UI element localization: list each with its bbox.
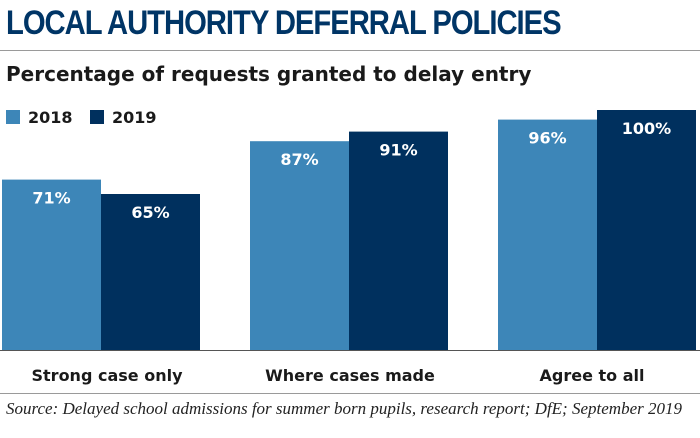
bar-2018-0 [2,179,101,350]
legend-swatch-2019 [90,110,104,124]
bar-chart: 2018 2019 71% 65% Strong case only 87% 91% Wher… [0,108,700,394]
bar-2019-0 [101,194,200,350]
data-label-2018-0: 71% [32,189,70,208]
data-label-2018-2: 96% [528,129,566,148]
legend-label-2019: 2019 [112,108,157,127]
category-label-2: Agree to all [540,366,645,385]
bar-2018-2 [498,119,597,350]
data-label-2019-1: 91% [379,141,417,160]
legend-label-2018: 2018 [28,108,73,127]
category-label-0: Strong case only [32,366,184,385]
source-note: Source: Delayed school admissions for su… [6,399,682,418]
chart-subtitle: Percentage of requests granted to delay … [6,62,532,86]
category-label-1: Where cases made [265,366,435,385]
data-label-2019-2: 100% [622,119,671,138]
data-label-2018-1: 87% [280,150,318,169]
bar-2019-1 [349,131,448,350]
bar-2019-2 [597,110,696,350]
title-divider [0,50,700,51]
legend-swatch-2018 [6,110,20,124]
data-label-2019-0: 65% [131,203,169,222]
bar-2018-1 [250,141,349,350]
chart-title: LOCAL AUTHORITY DEFERRAL POLICIES [6,4,562,42]
